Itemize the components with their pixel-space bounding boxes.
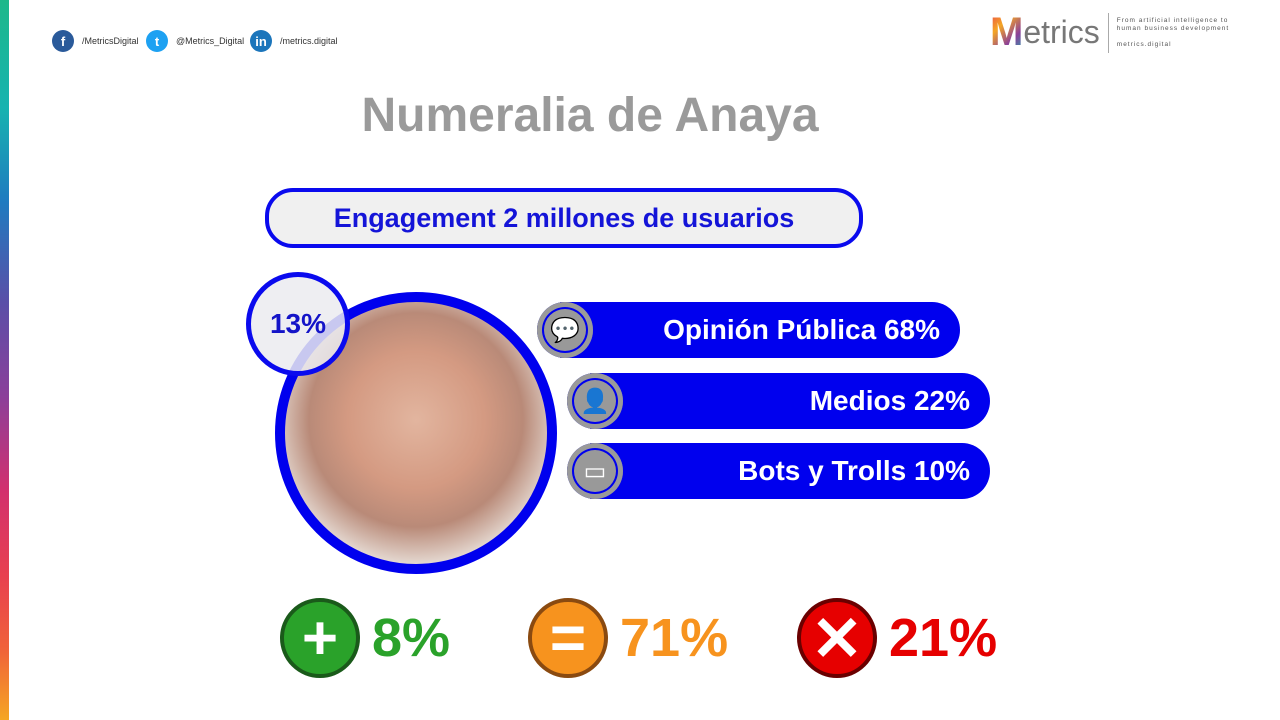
breakdown-bar: Bots y Trolls 10%	[590, 443, 990, 499]
facebook-handle: /MetricsDigital	[82, 36, 139, 46]
twitter-handle: @Metrics_Digital	[176, 36, 245, 46]
engagement-banner: Engagement 2 millones de usuarios	[265, 188, 863, 248]
negative-sentiment: ✕ 21%	[797, 598, 997, 678]
facebook-link[interactable]: f/MetricsDigital	[52, 30, 139, 52]
photo-badge: 13%	[246, 272, 350, 376]
positive-sentiment: +8%	[280, 598, 450, 678]
robot-icon: ▭	[567, 443, 623, 499]
page-title: Numeralia de Anaya	[361, 89, 819, 142]
breakdown-label: Medios 22%	[809, 385, 970, 416]
equals-icon: =	[528, 598, 608, 678]
decorative-color-stripe	[0, 0, 9, 720]
linkedin-handle: /metrics.digital	[280, 36, 338, 46]
negative-value: 21%	[889, 608, 998, 668]
neutral-sentiment: = 71%	[528, 598, 728, 678]
twitter-link[interactable]: t @Metrics_Digital	[146, 30, 244, 52]
linkedin-link[interactable]: in/metrics.digital	[250, 30, 338, 52]
positive-value: 8%	[372, 608, 451, 668]
speech-person-icon: 💬	[537, 302, 593, 358]
breakdown-label: Opinión Pública 68%	[663, 314, 940, 345]
person-star-icon: 👤	[567, 373, 623, 429]
logo-url: metrics.digital	[1116, 40, 1172, 48]
plus-icon: +	[280, 598, 360, 678]
linkedin-icon: in	[250, 30, 272, 52]
breakdown-bar: Medios 22%	[590, 373, 990, 429]
twitter-icon: t	[146, 30, 168, 52]
x-icon: ✕	[797, 598, 877, 678]
neutral-value: 71%	[620, 608, 729, 668]
breakdown-bar: Opinión Pública 68%	[560, 302, 960, 358]
breakdown-label: Bots y Trolls 10%	[738, 455, 970, 486]
logo-tagline: From artificial intelligence to human bu…	[1116, 16, 1230, 32]
logo-text: etrics	[1023, 14, 1100, 50]
logo-m-icon: M	[990, 10, 1024, 54]
facebook-icon: f	[52, 30, 74, 52]
